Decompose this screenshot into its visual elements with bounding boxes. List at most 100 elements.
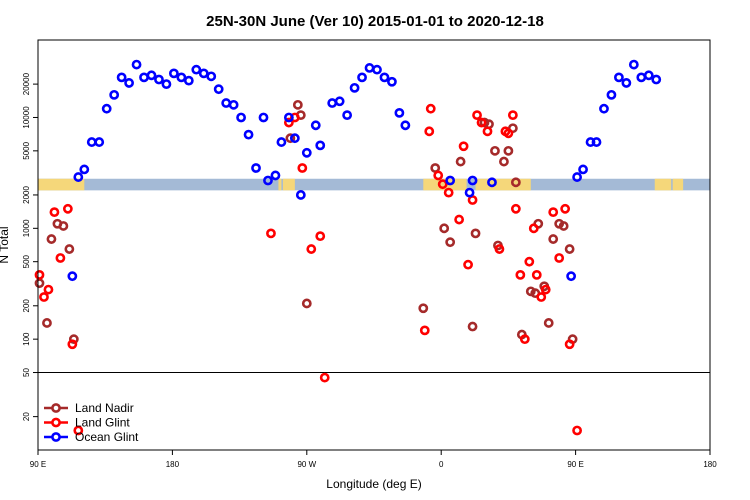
data-point — [64, 244, 75, 254]
y-tick-label: 20000 — [22, 72, 31, 95]
data-point — [154, 74, 164, 85]
band-land-segment — [278, 178, 282, 191]
data-point — [276, 137, 287, 147]
legend-marker — [51, 417, 61, 428]
data-point — [564, 339, 575, 350]
data-point — [614, 72, 624, 83]
band-land-segment — [654, 178, 672, 191]
data-point — [86, 137, 97, 147]
data-point — [198, 68, 209, 79]
data-point — [454, 214, 465, 225]
data-point — [490, 145, 500, 156]
data-point — [455, 156, 466, 167]
data-point — [42, 318, 52, 328]
data-point — [266, 228, 276, 239]
data-point — [467, 195, 478, 205]
data-point — [536, 292, 547, 302]
data-point — [270, 170, 281, 181]
data-point — [39, 292, 49, 302]
data-point — [285, 133, 296, 144]
data-point — [636, 72, 647, 83]
y-tick-label: 2000 — [22, 186, 31, 204]
data-point — [213, 84, 224, 95]
x-axis-label: Longitude (deg E) — [326, 477, 421, 491]
legend-label: Land Nadir — [75, 401, 134, 415]
legend-label: Ocean Glint — [75, 430, 139, 444]
data-point — [394, 107, 405, 118]
band-land-segment — [672, 178, 684, 191]
data-point — [467, 175, 478, 186]
data-point — [606, 89, 617, 100]
data-point — [499, 156, 509, 167]
data-point — [251, 163, 261, 173]
band-land-segment — [475, 178, 531, 191]
data-point — [67, 271, 78, 282]
points-layer — [34, 59, 662, 436]
data-point — [116, 72, 127, 83]
series-2 — [67, 59, 662, 282]
x-tick-label: 180 — [703, 460, 717, 469]
data-point — [55, 253, 66, 263]
data-point — [124, 78, 134, 88]
x-tick-label: 90 E — [567, 460, 583, 469]
y-tick-label: 5000 — [22, 141, 31, 159]
data-point — [289, 133, 300, 144]
data-point — [482, 126, 493, 137]
x-tick-label: 90 W — [297, 460, 316, 469]
y-axis: 20 50 100 200 500 1000 2000 5000 10000 20000 — [22, 72, 38, 421]
data-point — [73, 425, 84, 436]
data-point — [425, 103, 436, 114]
x-tick-label: 90 E — [30, 460, 46, 469]
data-point — [599, 103, 609, 114]
data-point — [531, 269, 542, 280]
legend-label: Land Glint — [75, 416, 130, 430]
data-point — [258, 112, 269, 123]
data-point — [334, 96, 345, 107]
data-point — [206, 71, 217, 82]
data-point — [524, 256, 535, 267]
data-point — [43, 284, 54, 295]
data-point — [176, 72, 187, 83]
data-point — [292, 99, 303, 110]
y-tick-label: 20 — [22, 412, 31, 421]
data-point — [560, 203, 571, 214]
data-point — [310, 120, 321, 131]
data-point — [67, 339, 78, 350]
data-point — [301, 298, 312, 309]
data-point — [572, 172, 582, 182]
data-point — [628, 59, 639, 70]
data-point — [507, 110, 518, 121]
data-point — [228, 99, 239, 110]
data-point — [372, 64, 382, 75]
data-point — [467, 321, 478, 332]
data-point — [49, 207, 60, 218]
data-point — [591, 137, 602, 147]
data-point — [548, 234, 559, 244]
data-point — [554, 253, 565, 263]
data-point — [424, 126, 435, 137]
y-tick-label: 200 — [22, 299, 31, 313]
data-point — [387, 76, 397, 87]
data-point — [400, 120, 411, 131]
data-point — [558, 221, 569, 231]
data-point — [306, 244, 317, 254]
y-tick-label: 50 — [22, 368, 31, 377]
data-point — [445, 175, 456, 186]
data-point — [510, 177, 521, 188]
data-point — [643, 70, 654, 81]
data-point — [315, 140, 326, 151]
band-ocean — [38, 178, 710, 191]
x-tick-label: 180 — [166, 460, 180, 469]
data-point — [301, 147, 312, 158]
data-point — [540, 284, 551, 295]
legend-marker — [51, 403, 61, 413]
data-point — [572, 425, 582, 436]
band-layer — [38, 178, 710, 191]
data-point — [548, 207, 559, 218]
data-point — [283, 112, 294, 123]
data-point — [46, 234, 57, 244]
data-point — [566, 271, 577, 282]
data-point — [191, 64, 202, 75]
